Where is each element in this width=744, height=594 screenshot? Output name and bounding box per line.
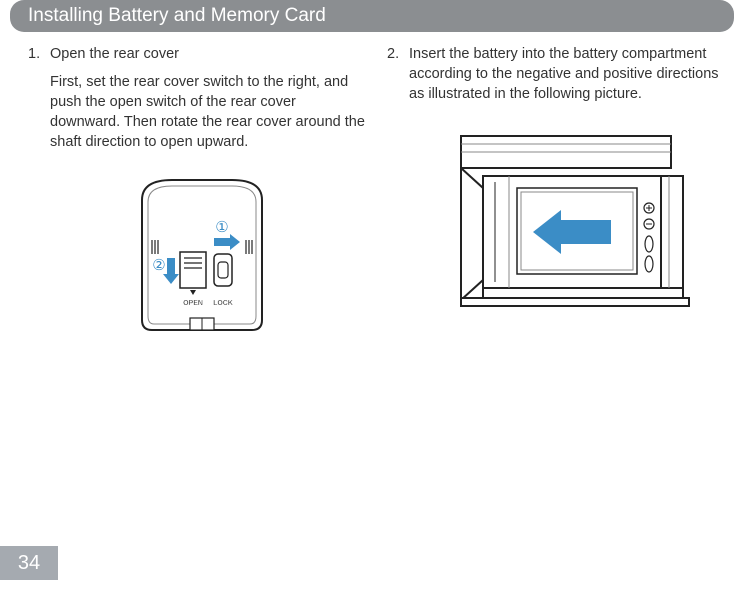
callout-1-label: ①	[215, 219, 228, 236]
step-2-title: Insert the battery into the battery comp…	[409, 44, 734, 104]
step-2-heading: 2. Insert the battery into the battery c…	[387, 44, 734, 104]
lock-label: LOCK	[213, 300, 233, 307]
figure-2-battery-insert	[421, 128, 701, 318]
figure-1-camera-back: OPEN LOCK ① ②	[102, 170, 302, 350]
step-1-description: First, set the rear cover switch to the …	[28, 72, 375, 152]
content-columns: 1. Open the rear cover First, set the re…	[0, 32, 744, 350]
step-1-heading: 1. Open the rear cover	[28, 44, 375, 64]
figure-1-wrap: OPEN LOCK ① ②	[28, 170, 375, 350]
callout-2-label: ②	[152, 257, 165, 274]
step-1-title: Open the rear cover	[50, 44, 375, 64]
step-2-column: 2. Insert the battery into the battery c…	[387, 44, 734, 350]
section-header: Installing Battery and Memory Card	[10, 0, 734, 32]
step-1-number: 1.	[28, 44, 50, 64]
open-label: OPEN	[183, 300, 203, 307]
step-2-number: 2.	[387, 44, 409, 104]
page-number-tab: 34	[0, 546, 58, 580]
step-1-column: 1. Open the rear cover First, set the re…	[28, 44, 375, 350]
figure-2-wrap	[387, 128, 734, 318]
